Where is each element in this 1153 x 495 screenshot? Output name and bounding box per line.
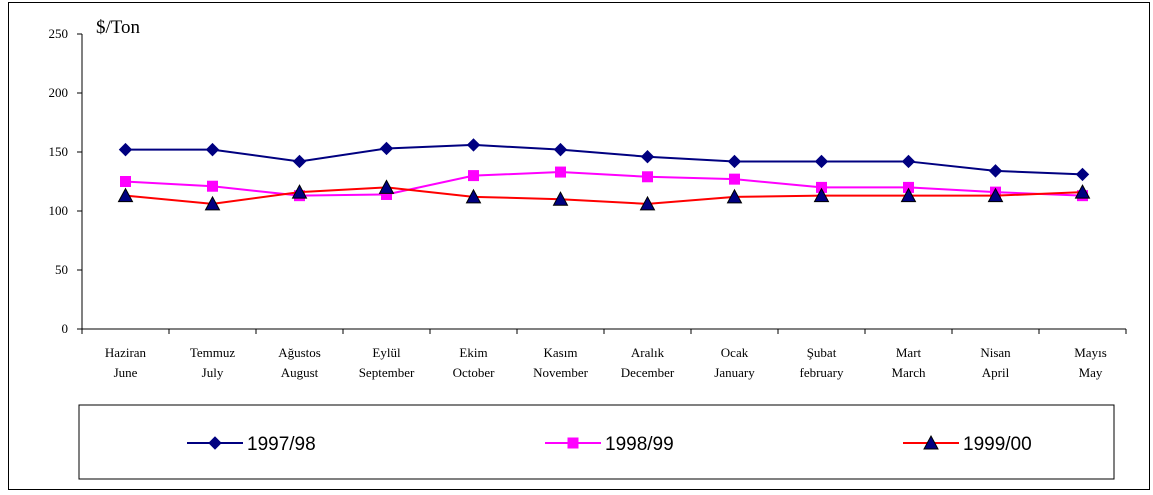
data-point (814, 154, 829, 169)
data-point (987, 187, 1004, 203)
x-tick-label: Şubat february (799, 345, 844, 380)
x-tick-label: Ağustos August (278, 345, 321, 380)
x-tick-label: Kasım November (533, 345, 589, 380)
x-tick-label: Haziran June (105, 345, 147, 380)
data-point (988, 164, 1003, 178)
data-point (1074, 184, 1091, 199)
y-axis-unit-label: $/Ton (96, 17, 141, 38)
data-point (205, 142, 220, 157)
series-1 (118, 138, 1090, 182)
y-tick-label: 150 (49, 144, 69, 159)
legend-marker (923, 434, 939, 450)
y-tick-label: 250 (49, 26, 69, 41)
legend-item: 1997/98 (187, 434, 316, 455)
chart-axes: 0 50 100 150 200 250 Haziran June Temmuz July Ağus… (49, 26, 1127, 380)
data-point (204, 195, 221, 211)
data-point (729, 173, 740, 185)
data-point (378, 179, 395, 194)
data-point (726, 188, 743, 204)
data-point (1075, 167, 1090, 182)
series-line (125, 171, 1083, 197)
series-layer (117, 138, 1091, 211)
x-tick-label: Mart March (892, 345, 926, 380)
legend-label: 1999/00 (963, 434, 1032, 455)
legend-label: 1998/99 (605, 434, 674, 455)
data-point (900, 187, 917, 203)
data-point (117, 187, 134, 203)
data-point (727, 154, 742, 169)
data-point (555, 166, 566, 178)
data-point (291, 184, 308, 199)
x-tick-label: Ocak January (714, 345, 755, 380)
data-point (207, 180, 218, 192)
legend-marker (567, 437, 579, 449)
x-tick-label: Nisan April (980, 345, 1011, 380)
data-point (468, 170, 479, 182)
legend-marker (208, 436, 222, 450)
y-tick-label: 200 (49, 85, 69, 100)
legend-item: 1999/00 (903, 434, 1032, 455)
y-tick-label: 100 (49, 203, 69, 218)
data-point (813, 187, 830, 203)
legend-item: 1998/99 (545, 434, 674, 455)
data-point (292, 154, 307, 169)
data-point (553, 142, 568, 157)
x-tick-label: Mayıs May (1074, 345, 1107, 380)
data-point (639, 195, 656, 211)
y-tick-label: 50 (55, 262, 68, 277)
data-point (379, 141, 394, 156)
data-point (552, 191, 569, 206)
x-tick-label: Temmuz July (190, 345, 236, 380)
series-3 (117, 179, 1091, 211)
data-point (120, 176, 131, 187)
x-tick-label: Eylül September (359, 345, 415, 380)
x-tick-label: Aralık December (621, 345, 675, 380)
data-point (640, 150, 655, 164)
y-tick-label: 0 (62, 321, 69, 336)
x-tick-label: Ekim October (453, 345, 496, 380)
data-point (465, 188, 482, 204)
data-point (118, 142, 133, 157)
data-point (466, 138, 481, 152)
data-point (642, 171, 653, 183)
data-point (901, 154, 916, 169)
series-line (125, 143, 1083, 176)
legend-label: 1997/98 (247, 434, 316, 455)
series-line (125, 186, 1083, 205)
legend: 1997/98 1998/99 1999/00 (78, 404, 1115, 480)
